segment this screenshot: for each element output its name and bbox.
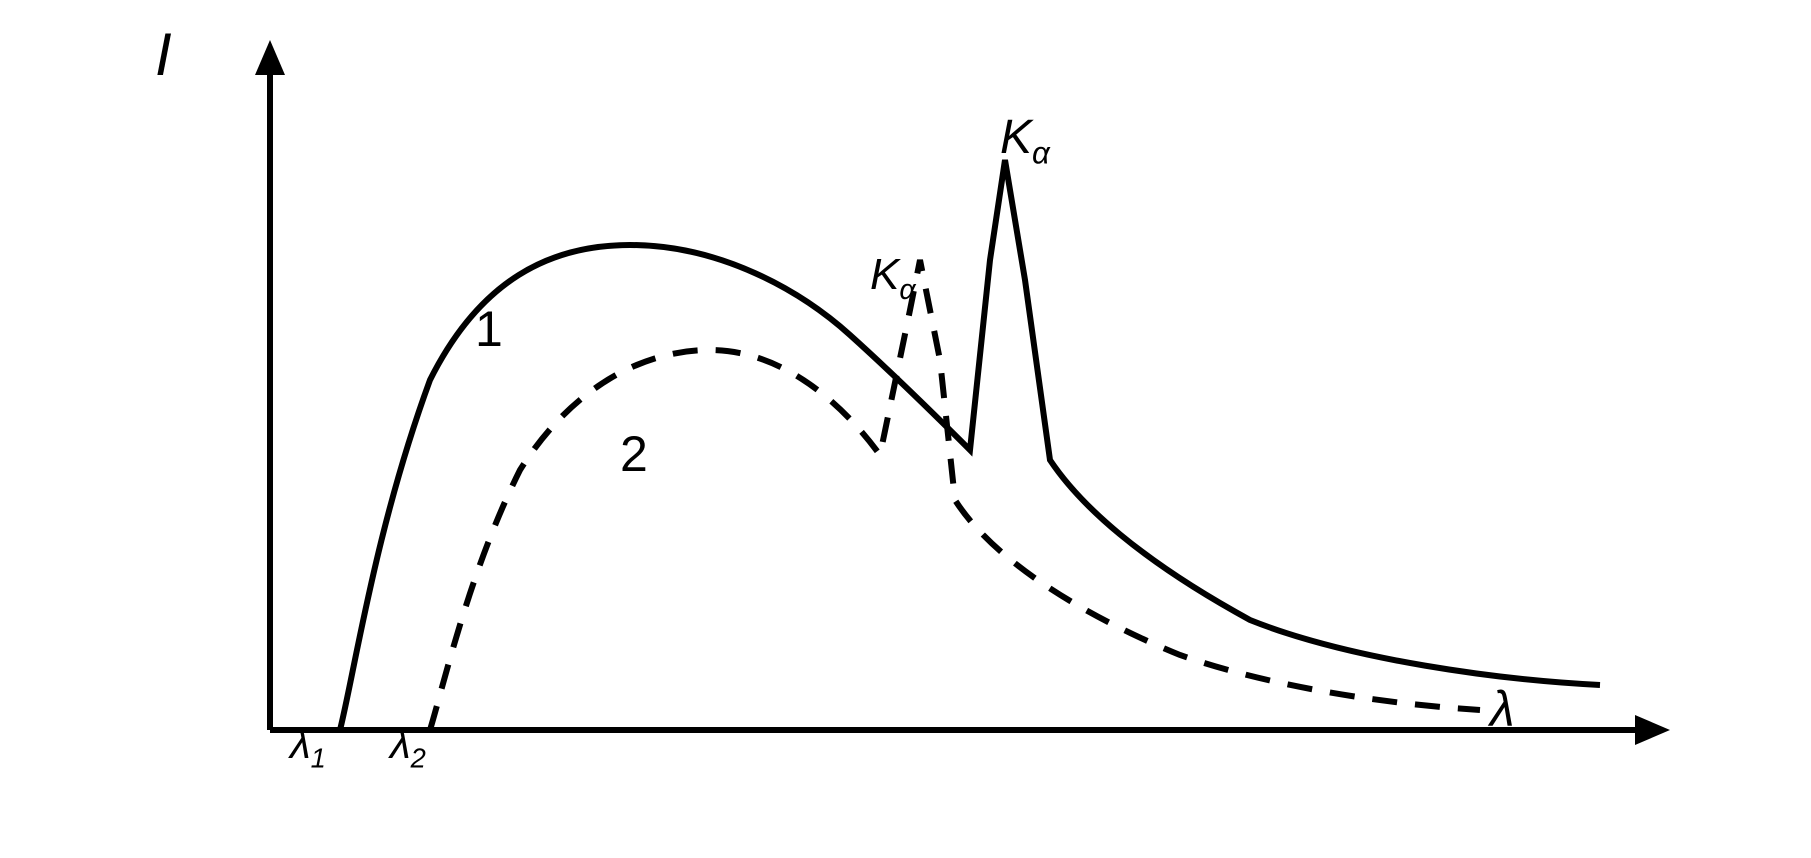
xray-spectrum-chart — [200, 30, 1700, 830]
curve-1-solid — [340, 160, 1600, 730]
curve1-number-label: 1 — [475, 300, 503, 358]
k-alpha-outer-label: Kα — [1000, 110, 1050, 172]
lambda2-label: λ2 — [390, 720, 426, 774]
x-axis-arrow — [1635, 715, 1670, 745]
y-axis-label: I — [155, 20, 172, 89]
curve-2-dashed — [430, 260, 1480, 730]
y-axis-arrow — [255, 40, 285, 75]
lambda1-label: λ1 — [290, 720, 326, 774]
x-axis-label: λ — [1490, 680, 1515, 738]
chart-svg — [200, 30, 1700, 830]
curve2-number-label: 2 — [620, 425, 648, 483]
k-alpha-inner-label: Kα — [870, 250, 916, 307]
